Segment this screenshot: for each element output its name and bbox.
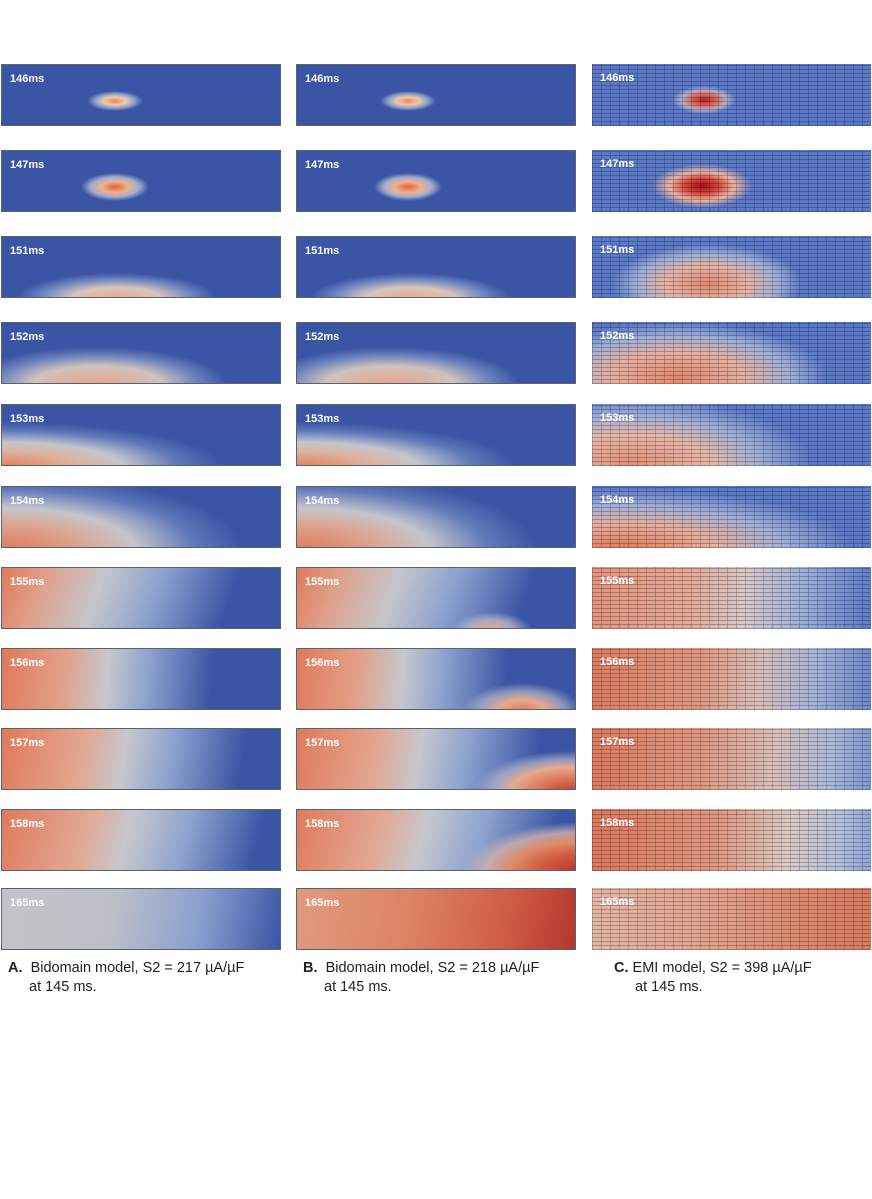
- frame-panel: 155ms: [1, 567, 281, 629]
- frame-panel: 154ms: [1, 486, 281, 548]
- frame-panel: 165ms: [1, 888, 281, 950]
- frame-panel: 154ms: [296, 486, 576, 548]
- frame-panel: 146ms: [296, 64, 576, 126]
- time-label: 154ms: [10, 495, 45, 507]
- frame-panel: 147ms: [296, 150, 576, 212]
- caption-text: Bidomain model, S2 = 217 µA/µF: [30, 960, 245, 976]
- frame-panel: 146ms: [1, 64, 281, 126]
- time-label: 153ms: [10, 413, 45, 425]
- time-label: 158ms: [305, 818, 340, 830]
- frame-panel: 146ms: [592, 64, 871, 126]
- caption-text: Bidomain model, S2 = 218 µA/µF: [325, 960, 540, 976]
- frame-panel: 156ms: [592, 648, 871, 710]
- frame-panel: 152ms: [296, 322, 576, 384]
- frame-panel: 153ms: [296, 404, 576, 466]
- caption-letter: C.: [614, 960, 629, 976]
- time-label: 158ms: [10, 818, 45, 830]
- time-label: 153ms: [600, 412, 635, 424]
- caption-c: C. EMI model, S2 = 398 µA/µF at 145 ms.: [614, 959, 872, 997]
- time-label: 152ms: [10, 331, 45, 343]
- caption-letter: B.: [303, 960, 318, 976]
- frame-panel: 147ms: [592, 150, 871, 212]
- time-label: 151ms: [305, 245, 340, 257]
- time-label: 156ms: [600, 656, 635, 668]
- frame-panel: 153ms: [1, 404, 281, 466]
- frame-panel: 155ms: [296, 567, 576, 629]
- time-label: 165ms: [600, 896, 635, 908]
- caption-text: EMI model, S2 = 398 µA/µF: [632, 960, 812, 976]
- frame-panel: 152ms: [592, 322, 871, 384]
- caption-a: A. Bidomain model, S2 = 217 µA/µF at 145…: [8, 959, 290, 997]
- time-label: 152ms: [305, 331, 340, 343]
- time-label: 147ms: [305, 159, 340, 171]
- time-label: 165ms: [305, 897, 340, 909]
- frame-panel: 151ms: [1, 236, 281, 298]
- frame-panel: 157ms: [592, 728, 871, 790]
- time-label: 155ms: [305, 576, 340, 588]
- frame-panel: 155ms: [592, 567, 871, 629]
- time-label: 154ms: [305, 495, 340, 507]
- time-label: 153ms: [305, 413, 340, 425]
- time-label: 152ms: [600, 330, 635, 342]
- frame-panel: 158ms: [1, 809, 281, 871]
- time-label: 155ms: [10, 576, 45, 588]
- time-label: 165ms: [10, 897, 45, 909]
- frame-panel: 157ms: [1, 728, 281, 790]
- frame-panel: 153ms: [592, 404, 871, 466]
- time-label: 151ms: [600, 244, 635, 256]
- frame-panel: 147ms: [1, 150, 281, 212]
- frame-panel: 152ms: [1, 322, 281, 384]
- time-label: 151ms: [10, 245, 45, 257]
- time-label: 157ms: [600, 736, 635, 748]
- time-label: 157ms: [10, 737, 45, 749]
- time-label: 146ms: [10, 73, 45, 85]
- frame-panel: 151ms: [592, 236, 871, 298]
- time-label: 155ms: [600, 575, 635, 587]
- caption-line2: at 145 ms.: [324, 979, 392, 995]
- frame-panel: 156ms: [296, 648, 576, 710]
- frame-panel: 158ms: [296, 809, 576, 871]
- time-label: 146ms: [305, 73, 340, 85]
- time-label: 156ms: [10, 657, 45, 669]
- time-label: 154ms: [600, 494, 635, 506]
- frame-panel: 156ms: [1, 648, 281, 710]
- time-label: 157ms: [305, 737, 340, 749]
- time-label: 146ms: [600, 72, 635, 84]
- time-label: 147ms: [10, 159, 45, 171]
- time-label: 158ms: [600, 817, 635, 829]
- frame-panel: 158ms: [592, 809, 871, 871]
- time-label: 156ms: [305, 657, 340, 669]
- frame-panel: 165ms: [592, 888, 871, 950]
- caption-b: B. Bidomain model, S2 = 218 µA/µF at 145…: [303, 959, 585, 997]
- caption-line2: at 145 ms.: [29, 979, 97, 995]
- time-label: 147ms: [600, 158, 635, 170]
- frame-panel: 154ms: [592, 486, 871, 548]
- caption-letter: A.: [8, 960, 23, 976]
- caption-line2: at 145 ms.: [635, 979, 703, 995]
- frame-panel: 157ms: [296, 728, 576, 790]
- frame-panel: 151ms: [296, 236, 576, 298]
- frame-panel: 165ms: [296, 888, 576, 950]
